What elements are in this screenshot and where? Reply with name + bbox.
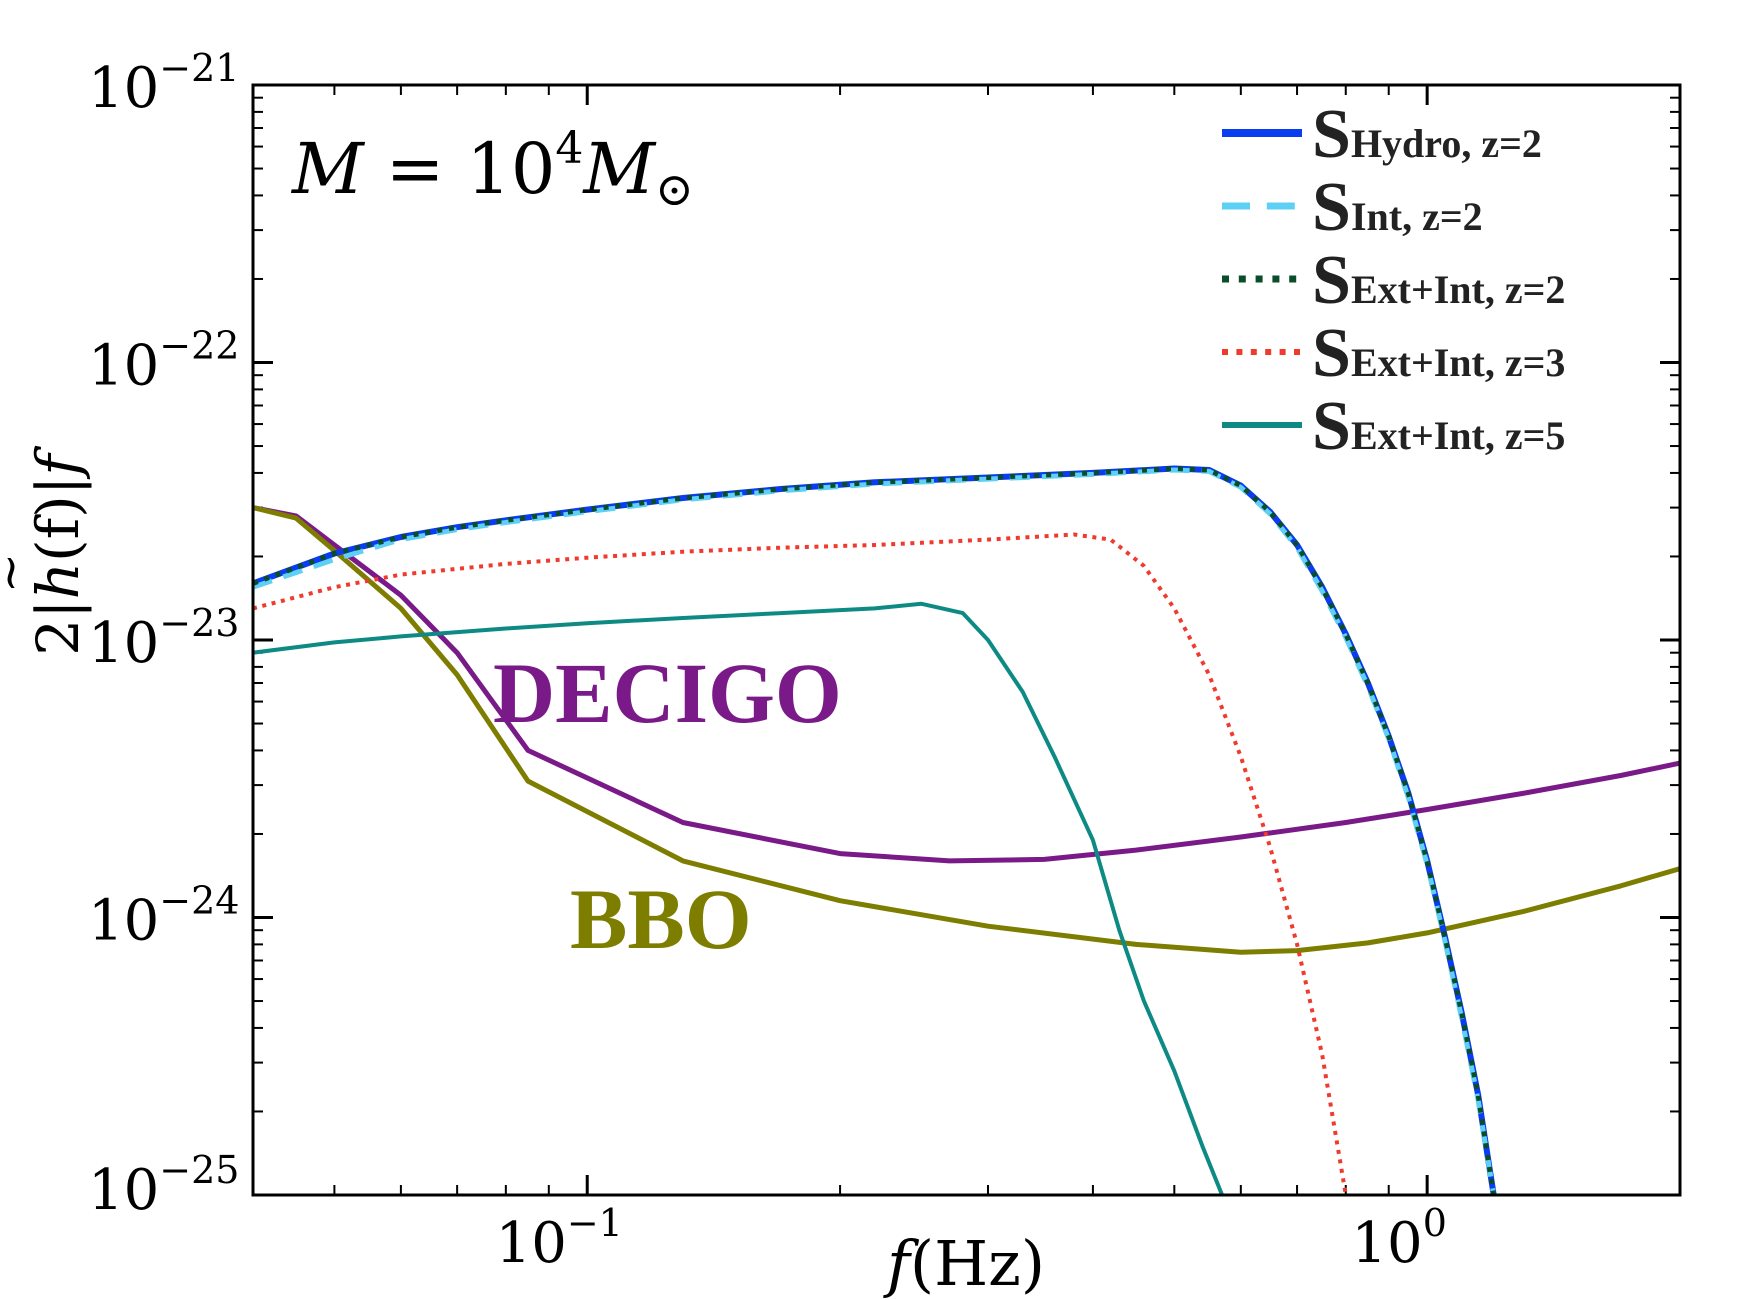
x-axis-unit: (Hz) <box>910 1227 1045 1300</box>
mass-eq: = <box>386 128 445 210</box>
legend-entry: SHydro, z=2 <box>1312 96 1542 173</box>
legend-entry: SExt+Int, z=5 <box>1312 388 1565 465</box>
y-tick-label: 10−21 <box>88 46 239 121</box>
mass-base: 10 <box>466 128 555 210</box>
y-tick-label: 10−22 <box>88 324 239 399</box>
bbo-label: BBO <box>570 871 752 967</box>
mass-lhs: M <box>290 128 366 210</box>
series-line-s-ext-int-z-5 <box>253 601 1224 1195</box>
x-tick-label: 10−1 <box>496 1201 623 1276</box>
series-line-bbo <box>253 505 1680 955</box>
svg-text:2|h(f)|f: 2|h(f)|f <box>24 445 92 656</box>
y-axis-factor: 2| <box>24 599 92 655</box>
mass-rhs: M <box>581 128 657 210</box>
y-tick-label: 10−25 <box>88 1148 239 1223</box>
legend-entry: SExt+Int, z=2 <box>1312 242 1565 319</box>
series-line-s-ext-int-z-3 <box>253 532 1348 1195</box>
y-tick-labels: 10−21 10−22 10−23 10−24 10−25 <box>88 46 239 1223</box>
x-tick-label: 100 <box>1351 1201 1446 1276</box>
series-line-s-ext-int-z-2 <box>253 466 1497 1195</box>
legend-entry: SInt, z=2 <box>1312 169 1483 246</box>
plot-frame <box>251 83 1682 1197</box>
y-tick-label: 10−24 <box>88 879 239 954</box>
y-axis-tilde: ~ <box>0 553 38 593</box>
y-axis-func: h <box>24 562 92 599</box>
decigo-label: DECIGO <box>493 645 842 741</box>
mass-sun: ⊙ <box>655 162 694 216</box>
y-tick-label: 10−23 <box>88 601 239 676</box>
y-axis-arg: (f)| <box>24 476 92 562</box>
mass-annotation: M = 104M⊙ <box>290 123 694 216</box>
y-axis-label: 2|h(f)|f ~ <box>0 445 92 656</box>
legend-entry: SExt+Int, z=3 <box>1312 315 1565 392</box>
mass-exp: 4 <box>555 123 583 174</box>
series-layer <box>253 465 1680 1195</box>
x-axis-label: f(Hz) <box>883 1227 1045 1300</box>
series-line-decigo <box>253 505 1680 864</box>
x-tick-labels: 10−1 100 <box>496 1201 1447 1276</box>
